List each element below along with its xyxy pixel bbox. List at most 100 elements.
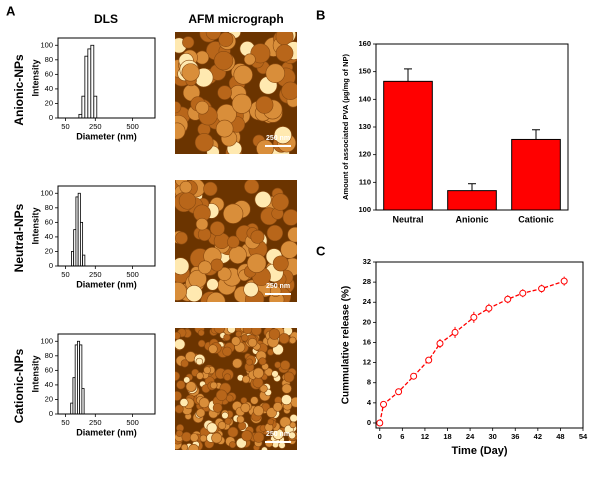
y-axis-label: Cummulative release (%) <box>341 286 352 404</box>
afm-content <box>175 328 297 450</box>
afm-particle <box>180 359 189 368</box>
panel-label: C <box>316 243 326 258</box>
y-axis-label: Intensity <box>30 207 40 244</box>
afm-particle <box>264 439 274 448</box>
afm-content <box>175 32 297 154</box>
histogram-bar <box>87 48 92 119</box>
column-title: AFM micrograph <box>188 12 283 26</box>
afm-particle <box>212 403 223 413</box>
x-axis-label: Diameter (nm) <box>76 279 137 289</box>
data-point <box>451 328 459 336</box>
plot-frame <box>57 185 156 267</box>
afm-particle <box>175 391 182 401</box>
afm-particle <box>175 101 182 114</box>
x-tick-label: 500 <box>126 122 139 131</box>
afm-particle <box>211 432 223 444</box>
afm-particle <box>206 422 218 434</box>
data-point <box>560 277 568 285</box>
afm-particle <box>255 96 274 114</box>
afm-particle <box>209 381 218 390</box>
y-tick-label: 110 <box>359 177 371 186</box>
data-point <box>470 313 478 321</box>
x-tick-label: Anionic <box>456 214 489 224</box>
afm-particle <box>222 346 233 357</box>
afm-particle <box>261 446 268 450</box>
afm-particle <box>227 235 240 249</box>
x-tick-label: 6 <box>400 432 404 441</box>
x-axis-label: Time (Day) <box>451 445 507 457</box>
afm-particle <box>242 375 251 384</box>
plot-frame <box>57 37 156 119</box>
afm-particle <box>181 63 200 82</box>
x-tick-label: 250 <box>89 122 102 131</box>
afm-particle <box>175 338 186 350</box>
afm-particle <box>175 429 184 437</box>
afm-particle <box>236 415 245 424</box>
afm-particle <box>273 126 292 145</box>
y-tick-label: 100 <box>40 336 53 345</box>
afm-particle <box>278 333 290 344</box>
x-tick-label: 50 <box>61 270 69 279</box>
y-tick-label: 20 <box>45 394 53 403</box>
afm-particle <box>175 122 186 140</box>
afm-particle <box>245 358 253 366</box>
afm-particle <box>268 328 281 340</box>
afm-particle <box>213 328 226 334</box>
afm-particle <box>254 191 272 209</box>
y-tick-label: 20 <box>45 98 53 107</box>
scale-bar-label: 250 nm <box>266 283 290 290</box>
x-tick-label: 42 <box>534 432 542 441</box>
data-line <box>379 280 565 424</box>
x-tick-label: 18 <box>443 432 451 441</box>
afm-particle <box>185 284 203 302</box>
histogram-bar <box>78 113 83 119</box>
y-tick-label: 80 <box>45 203 53 212</box>
afm-particle <box>223 373 232 381</box>
afm-particle <box>229 441 237 449</box>
afm-particle <box>252 377 264 388</box>
x-tick-label: 0 <box>378 432 382 441</box>
panel-label: A <box>6 3 16 18</box>
afm-particle <box>280 360 291 371</box>
y-tick-label: 100 <box>40 40 53 49</box>
y-tick-label: 0 <box>49 409 53 418</box>
histogram-bar <box>81 95 86 119</box>
y-tick-label: 32 <box>363 257 371 266</box>
afm-particle <box>179 398 189 408</box>
afm-particle <box>271 370 279 378</box>
y-tick-label: 80 <box>45 351 53 360</box>
data-point <box>436 339 444 347</box>
x-tick-label: 250 <box>89 270 102 279</box>
afm-particle <box>208 344 218 354</box>
afm-particle <box>185 381 197 392</box>
histogram-bar <box>93 95 98 119</box>
afm-particle <box>243 53 256 66</box>
afm-particle <box>244 180 260 194</box>
afm-particle <box>250 229 265 244</box>
afm-particle <box>183 376 191 384</box>
y-tick-label: 0 <box>49 261 53 270</box>
afm-particle <box>241 430 253 442</box>
afm-particle <box>194 133 214 152</box>
afm-particle <box>206 278 219 291</box>
afm-particle <box>213 50 234 71</box>
data-point <box>395 388 403 396</box>
y-tick-label: 24 <box>363 297 372 306</box>
afm-particle <box>281 383 292 394</box>
x-tick-label: 500 <box>126 418 139 427</box>
afm-particle <box>283 371 295 383</box>
afm-particle <box>258 357 267 366</box>
afm-particle <box>181 431 192 442</box>
y-tick-label: 40 <box>45 84 53 93</box>
y-tick-label: 16 <box>363 337 371 346</box>
column-title: DLS <box>94 12 118 26</box>
x-axis-label: Diameter (nm) <box>76 131 137 141</box>
afm-particle <box>197 339 206 348</box>
afm-particle <box>280 240 297 259</box>
afm-particle <box>176 380 186 390</box>
afm-particle <box>227 328 236 334</box>
x-tick-label: 54 <box>579 432 588 441</box>
afm-particle <box>235 330 242 338</box>
data-point <box>504 295 512 303</box>
afm-particle <box>175 257 190 275</box>
